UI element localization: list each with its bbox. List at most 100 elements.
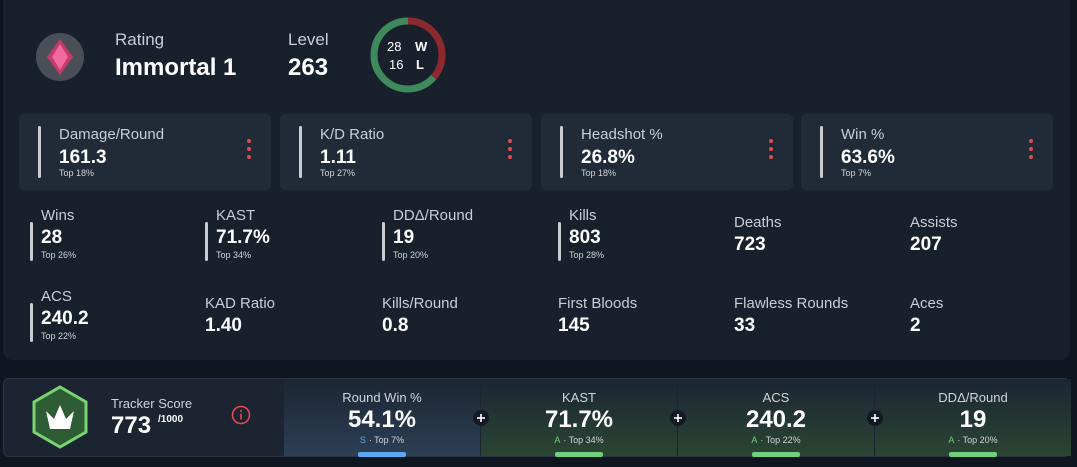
rating-label: Rating xyxy=(115,30,165,49)
menu-dot[interactable] xyxy=(769,147,773,151)
stat-bar xyxy=(30,303,33,342)
plus-glyph xyxy=(871,414,879,422)
metric-value: 19 xyxy=(959,406,987,433)
metric-grade-line: A · Top 34% xyxy=(481,436,677,445)
stat-value: 145 xyxy=(558,315,590,336)
menu-dot[interactable] xyxy=(769,139,773,143)
stat-value: 33 xyxy=(734,315,756,336)
metric-grade-bar xyxy=(752,452,800,457)
metric-rank: · Top 7% xyxy=(368,435,405,445)
metric-label: Round Win % xyxy=(342,390,422,405)
stat-value: 723 xyxy=(734,234,766,255)
metric-rank: · Top 34% xyxy=(563,435,604,445)
stat-label: Assists xyxy=(910,214,958,231)
metric-grade-line: A · Top 22% xyxy=(678,436,874,445)
stat-label: Aces xyxy=(910,295,944,312)
stat-rank: Top 34% xyxy=(216,250,252,260)
stat-bar xyxy=(820,126,823,178)
metric-panel xyxy=(481,379,677,456)
menu-dot[interactable] xyxy=(508,155,512,159)
menu-dot[interactable] xyxy=(247,155,251,159)
metric-grade-bar xyxy=(358,452,406,457)
stat-label: ACS xyxy=(41,288,72,305)
stat-label: DDΔ/Round xyxy=(393,207,474,224)
card-value: 161.3 xyxy=(59,147,107,168)
stat-bar xyxy=(30,222,33,261)
metric-rank: · Top 22% xyxy=(760,435,801,445)
menu-dot[interactable] xyxy=(247,139,251,143)
menu-dot[interactable] xyxy=(769,155,773,159)
plus-icon[interactable] xyxy=(473,410,489,426)
card-label: Damage/Round xyxy=(59,126,165,143)
card-rank: Top 27% xyxy=(320,168,356,178)
losses-letter: L xyxy=(416,57,424,72)
metric-grade-line: A · Top 20% xyxy=(875,436,1071,445)
plus-icon[interactable] xyxy=(670,410,686,426)
metric-label: KAST xyxy=(562,390,596,405)
card-value: 63.6% xyxy=(841,147,895,168)
metric-panel xyxy=(875,379,1071,456)
stat-value: 803 xyxy=(569,227,601,248)
card-label: Win % xyxy=(841,126,885,143)
menu-dot[interactable] xyxy=(1029,147,1033,151)
metric-grade: A xyxy=(751,435,758,445)
metric-grade-line: S · Top 7% xyxy=(284,436,480,445)
stat-label: Flawless Rounds xyxy=(734,295,849,312)
menu-dot[interactable] xyxy=(247,147,251,151)
stat-value: 28 xyxy=(41,227,63,248)
plus-glyph xyxy=(477,414,485,422)
metric-label: ACS xyxy=(762,390,790,405)
stat-rank: Top 22% xyxy=(41,331,77,341)
stat-card[interactable] xyxy=(280,114,532,190)
plus-glyph xyxy=(674,414,682,422)
ring-segment xyxy=(370,17,446,93)
stat-label: Wins xyxy=(41,207,75,224)
metric-grade: A xyxy=(948,435,955,445)
stat-value: 19 xyxy=(393,227,415,248)
stat-bar xyxy=(299,126,302,178)
metric-rank: · Top 20% xyxy=(957,435,998,445)
card-value: 1.11 xyxy=(320,147,356,168)
level: 263 xyxy=(288,54,329,81)
stat-card[interactable] xyxy=(801,114,1053,190)
stat-value: 71.7% xyxy=(216,227,270,248)
level-label: Level xyxy=(288,30,329,49)
tracker-score: 773 xyxy=(111,412,152,439)
menu-dot[interactable] xyxy=(508,139,512,143)
menu-dot[interactable] xyxy=(1029,139,1033,143)
menu-dot[interactable] xyxy=(508,147,512,151)
rating: Immortal 1 xyxy=(115,54,237,81)
menu-dot[interactable] xyxy=(1029,155,1033,159)
wins-letter: W xyxy=(415,39,428,54)
tracker-icon xyxy=(32,385,88,449)
stat-value: 207 xyxy=(910,234,942,255)
metric-panel xyxy=(284,379,480,456)
card-value: 26.8% xyxy=(581,147,635,168)
stat-rank: Top 28% xyxy=(569,250,605,260)
card-label: Headshot % xyxy=(581,126,663,143)
stat-bar xyxy=(382,222,385,261)
stat-value: 0.8 xyxy=(382,315,409,336)
card-rank: Top 18% xyxy=(581,168,617,178)
stat-value: 2 xyxy=(910,315,921,336)
stat-card[interactable] xyxy=(19,114,271,190)
card-rank: Top 7% xyxy=(841,168,872,178)
stat-bar xyxy=(205,222,208,261)
card-rank: Top 18% xyxy=(59,168,95,178)
stat-card[interactable] xyxy=(541,114,793,190)
metric-panel xyxy=(678,379,874,456)
plus-icon[interactable] xyxy=(867,410,883,426)
metric-grade-bar xyxy=(555,452,603,457)
stat-bar xyxy=(38,126,41,178)
stat-rank: Top 20% xyxy=(393,250,429,260)
stat-bar xyxy=(558,222,561,261)
stat-label: Kills xyxy=(569,207,597,224)
stat-value: 240.2 xyxy=(41,308,89,329)
metric-value: 240.2 xyxy=(745,406,807,433)
metric-grade-bar xyxy=(949,452,997,457)
metric-value: 71.7% xyxy=(544,406,614,433)
metric-value: 54.1% xyxy=(347,406,417,433)
stat-label: KAD Ratio xyxy=(205,295,276,312)
info-icon[interactable] xyxy=(231,405,251,425)
